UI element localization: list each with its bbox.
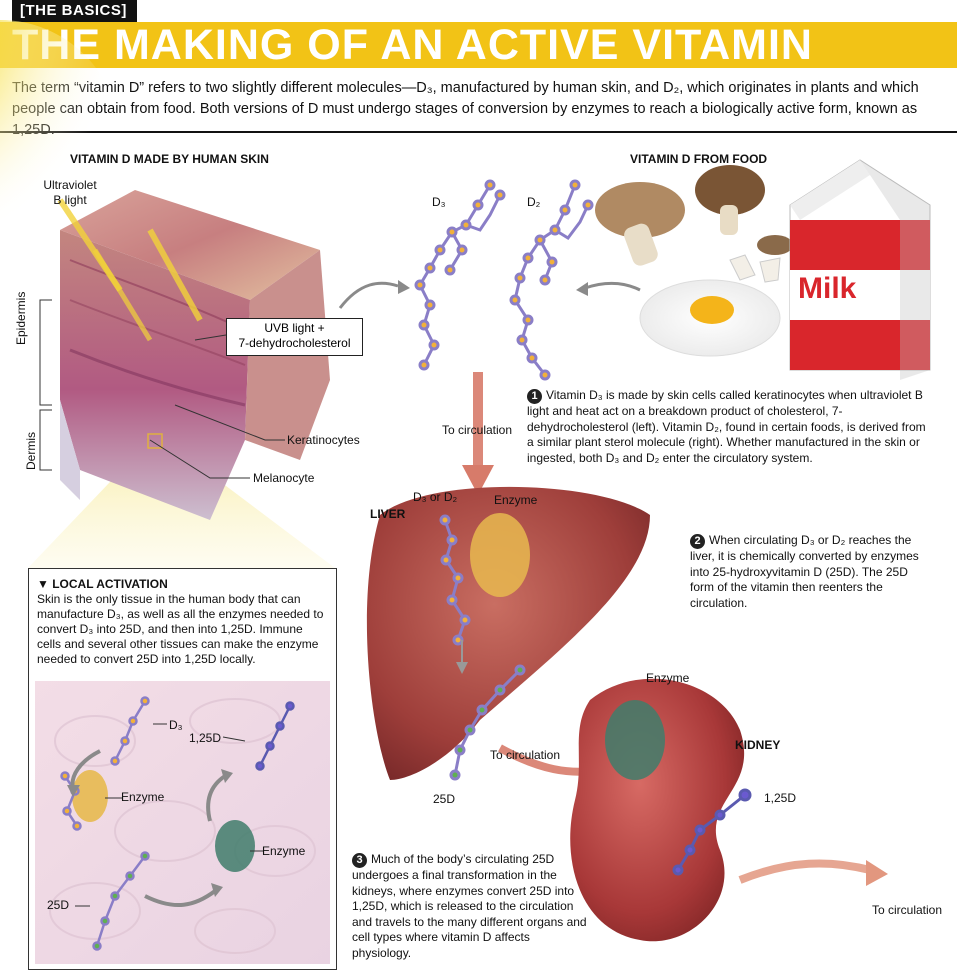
to-circulation-2: To circulation [490,748,561,762]
local-125d-label: 1,25D [189,731,222,745]
kidney-enzyme-icon [605,700,665,780]
section-tag: [THE BASICS] [12,0,137,22]
step-1-number: 1 [527,389,542,404]
sun-icon [0,20,120,260]
d3-label: D₃ [432,195,446,209]
25d-molecule [449,664,526,781]
food-heading: VITAMIN D FROM FOOD [630,152,768,166]
kidney-125d-label: 1,25D [764,791,797,805]
liver-enzyme-icon [470,513,530,597]
kidney-label: KIDNEY [735,738,781,752]
milk-label: Milk [798,272,857,305]
uvb-callout: UVB light + 7-dehydrocholesterol [226,318,363,356]
25d-label: 25D [433,792,456,806]
liver-label: LIVER [370,507,406,521]
step-2: 2 When circulating D₃ or D₂ reaches the l… [690,533,925,611]
egg-icon [639,254,781,357]
divider [0,131,957,133]
local-activation-text: Skin is the only tissue in the human bod… [37,592,324,666]
step-2-text: When circulating D₃ or D₂ reaches the li… [690,533,919,610]
step-3-number: 3 [352,853,367,868]
step-3-text: Much of the body’s circulating 25D under… [352,852,587,960]
title-bar [0,22,957,68]
skin-heading: VITAMIN D MADE BY HUMAN SKIN [70,152,269,166]
d2-label: D₂ [527,195,541,209]
liver-icon [366,486,650,780]
local-d3-label: D₃ [169,718,183,732]
local-activation-panel: ▼ LOCAL ACTIVATION Skin is the only tiss… [28,568,337,970]
page-title: THE MAKING OF AN ACTIVE VITAMIN [12,21,813,69]
local-activation-title: ▼ LOCAL ACTIVATION [37,577,168,591]
epidermis-label: Epidermis [14,291,28,345]
mushrooms-icon [595,165,793,266]
liver-enzyme-label: Enzyme [494,493,538,507]
liver-d3-d2-label: D₃ or D₂ [413,490,458,504]
milk-carton-icon [789,159,931,380]
d3-molecule [414,179,506,371]
to-circulation-1: To circulation [442,423,513,437]
uvb-label: Ultraviolet B light [43,178,97,207]
keratinocytes-label: Keratinocytes [287,433,360,447]
local-enzyme-2-label: Enzyme [262,844,306,858]
local-25d-label: 25D [47,898,70,912]
step-3: 3 Much of the body’s circulating 25D unde… [352,852,592,961]
kidney-enzyme-label: Enzyme [646,671,690,685]
d2-molecule [509,179,594,381]
125d-molecule [672,788,752,876]
step-2-number: 2 [690,534,705,549]
local-enzyme-1-label: Enzyme [121,790,165,804]
step-1-text: Vitamin D₃ is made by skin cells called … [527,388,926,465]
melanocyte-label: Melanocyte [253,471,315,485]
to-circulation-3: To circulation [872,903,943,917]
local-activation-illustration [35,681,330,964]
step-1: 1 Vitamin D₃ is made by skin cells called… [527,388,927,466]
liver-molecule [439,514,471,646]
dermis-label: Dermis [24,432,38,470]
